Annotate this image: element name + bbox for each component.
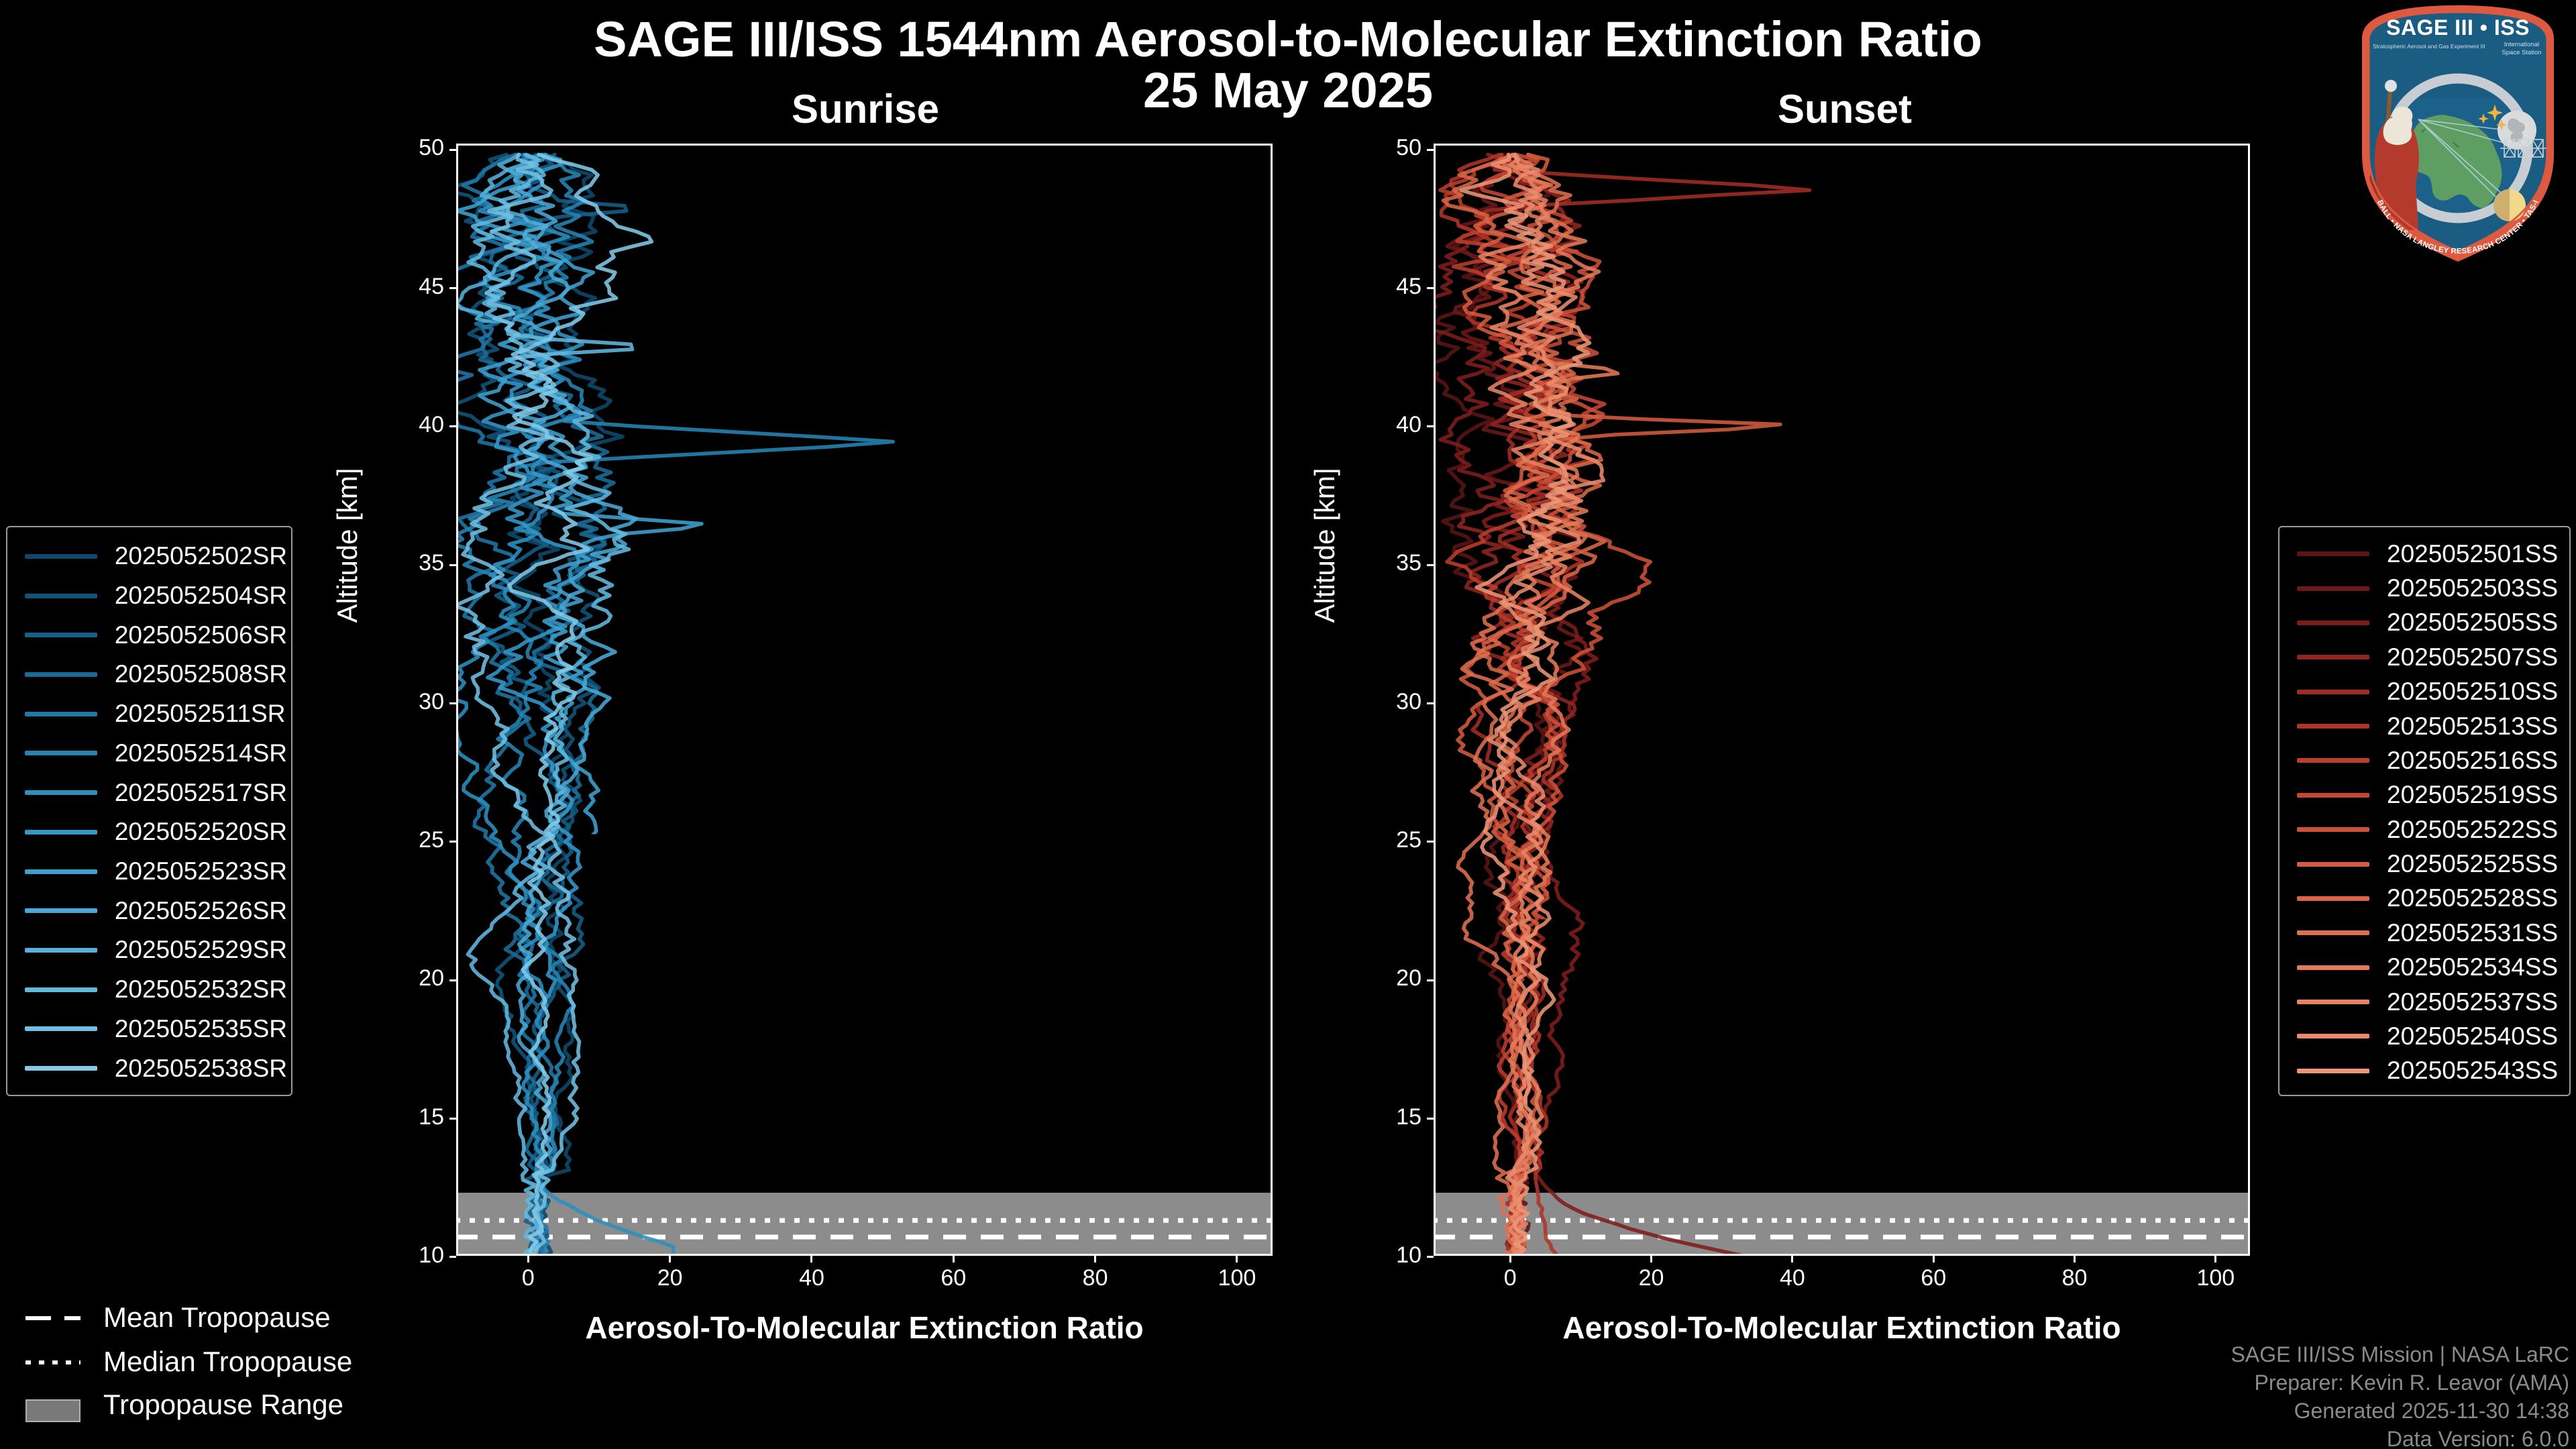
svg-text:SAGE III • ISS: SAGE III • ISS xyxy=(2386,15,2530,40)
svg-text:Stratospheric Aerosol and Gas: Stratospheric Aerosol and Gas Experiment… xyxy=(2373,43,2485,50)
svg-text:International: International xyxy=(2504,41,2539,48)
svg-text:Space Station: Space Station xyxy=(2502,49,2541,56)
